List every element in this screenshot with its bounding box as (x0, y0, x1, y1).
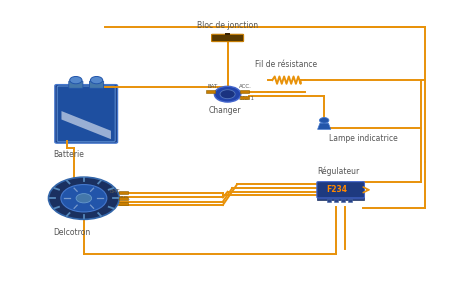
Text: GRD.: GRD. (117, 196, 131, 201)
Text: BAT: BAT (110, 189, 120, 194)
Text: Lampe indicatrice: Lampe indicatrice (329, 134, 398, 143)
FancyBboxPatch shape (55, 85, 118, 143)
Text: F234: F234 (327, 185, 347, 194)
Polygon shape (62, 111, 111, 139)
Text: IGN. 1: IGN. 1 (237, 97, 254, 101)
Circle shape (76, 194, 91, 203)
Text: Changer: Changer (209, 106, 241, 115)
FancyBboxPatch shape (57, 86, 115, 142)
Bar (119, 191, 128, 194)
Bar (225, 33, 230, 35)
Circle shape (61, 185, 107, 212)
Bar (206, 90, 215, 93)
Text: Delcotron: Delcotron (53, 228, 91, 237)
Circle shape (70, 76, 82, 84)
Text: Batterie: Batterie (53, 151, 84, 159)
Circle shape (319, 118, 329, 123)
Circle shape (48, 177, 119, 219)
Bar (348, 199, 353, 202)
Bar (119, 202, 128, 205)
Circle shape (214, 86, 241, 102)
Text: Bloc de jonction: Bloc de jonction (197, 21, 258, 30)
Bar (341, 199, 346, 202)
FancyBboxPatch shape (211, 34, 244, 41)
FancyBboxPatch shape (90, 81, 104, 88)
FancyBboxPatch shape (317, 196, 365, 200)
FancyBboxPatch shape (317, 182, 365, 198)
Text: Régulateur: Régulateur (317, 167, 359, 176)
Circle shape (91, 76, 103, 84)
Bar (240, 90, 249, 93)
Bar (334, 199, 338, 202)
Bar (240, 96, 249, 99)
Circle shape (220, 90, 235, 99)
Bar (327, 199, 331, 202)
Text: ACC.: ACC. (239, 83, 252, 89)
Text: BAT.: BAT. (208, 83, 219, 89)
Text: Fil de résistance: Fil de résistance (255, 60, 318, 70)
Bar (119, 197, 128, 200)
FancyBboxPatch shape (69, 81, 83, 88)
Polygon shape (318, 123, 331, 129)
